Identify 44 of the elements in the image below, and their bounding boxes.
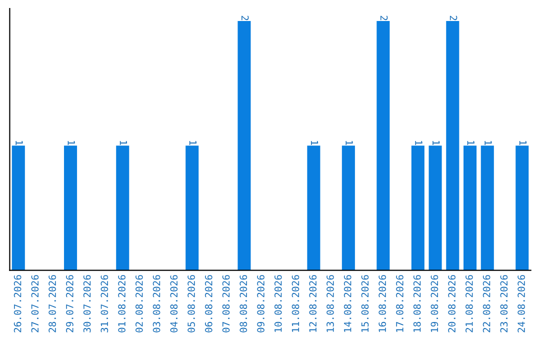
data-label: 1 bbox=[415, 140, 422, 145]
x-tick-label: 10.08.2026 bbox=[274, 275, 282, 332]
x-tick-label: 11.08.2026 bbox=[292, 275, 300, 332]
data-label: 2 bbox=[450, 16, 458, 20]
x-tick-label: 24.08.2026 bbox=[518, 275, 525, 332]
x-tick-label: 31.07.2026 bbox=[100, 275, 108, 332]
x-tick-label: 21.08.2026 bbox=[466, 275, 473, 332]
x-tick-label: 09.08.2026 bbox=[257, 275, 264, 332]
data-label: 1 bbox=[120, 140, 128, 145]
x-tick-label: 15.08.2026 bbox=[361, 275, 369, 332]
x-tick-label: 01.08.2026 bbox=[118, 275, 126, 332]
x-tick-label: 27.07.2026 bbox=[31, 275, 39, 332]
x-tick-label: 13.08.2026 bbox=[326, 275, 334, 332]
data-label: 1 bbox=[432, 140, 440, 145]
data-label: 1 bbox=[346, 140, 353, 145]
data-label: 1 bbox=[189, 140, 196, 145]
x-tick-label: 17.08.2026 bbox=[396, 275, 404, 332]
data-label: 1 bbox=[310, 140, 318, 145]
x-tick-label: 28.07.2026 bbox=[48, 275, 56, 332]
x-tick-label: 06.08.2026 bbox=[204, 275, 212, 332]
data-label: 1 bbox=[68, 140, 75, 145]
data-label: 1 bbox=[519, 140, 527, 145]
x-tick-label: 18.08.2026 bbox=[413, 275, 421, 332]
x-tick-label: 03.08.2026 bbox=[152, 275, 160, 332]
x-tick-label: 12.08.2026 bbox=[309, 275, 317, 332]
x-tick-label: 02.08.2026 bbox=[135, 275, 143, 332]
x-tick-label: 30.07.2026 bbox=[83, 275, 91, 332]
data-label: 1 bbox=[16, 140, 23, 145]
x-tick-label: 20.08.2026 bbox=[448, 275, 456, 332]
data-label: 2 bbox=[380, 16, 388, 20]
x-tick-label: 23.08.2026 bbox=[500, 275, 508, 332]
x-tick-label: 26.07.2026 bbox=[14, 275, 22, 332]
x-tick-label: 19.08.2026 bbox=[430, 275, 438, 332]
x-tick-label: 16.08.2026 bbox=[378, 275, 386, 332]
x-tick-label: 22.08.2026 bbox=[482, 275, 490, 332]
x-tick-label: 07.08.2026 bbox=[222, 275, 230, 332]
x-tick-label: 08.08.2026 bbox=[240, 275, 248, 332]
data-label: 2 bbox=[242, 16, 249, 20]
data-label: 1 bbox=[467, 140, 474, 145]
x-tick-label: 29.07.2026 bbox=[66, 275, 74, 332]
x-tick-label: 05.08.2026 bbox=[188, 275, 195, 332]
x-tick-label: 14.08.2026 bbox=[344, 275, 352, 332]
data-label: 1 bbox=[484, 140, 492, 145]
x-tick-label: 04.08.2026 bbox=[170, 275, 178, 332]
